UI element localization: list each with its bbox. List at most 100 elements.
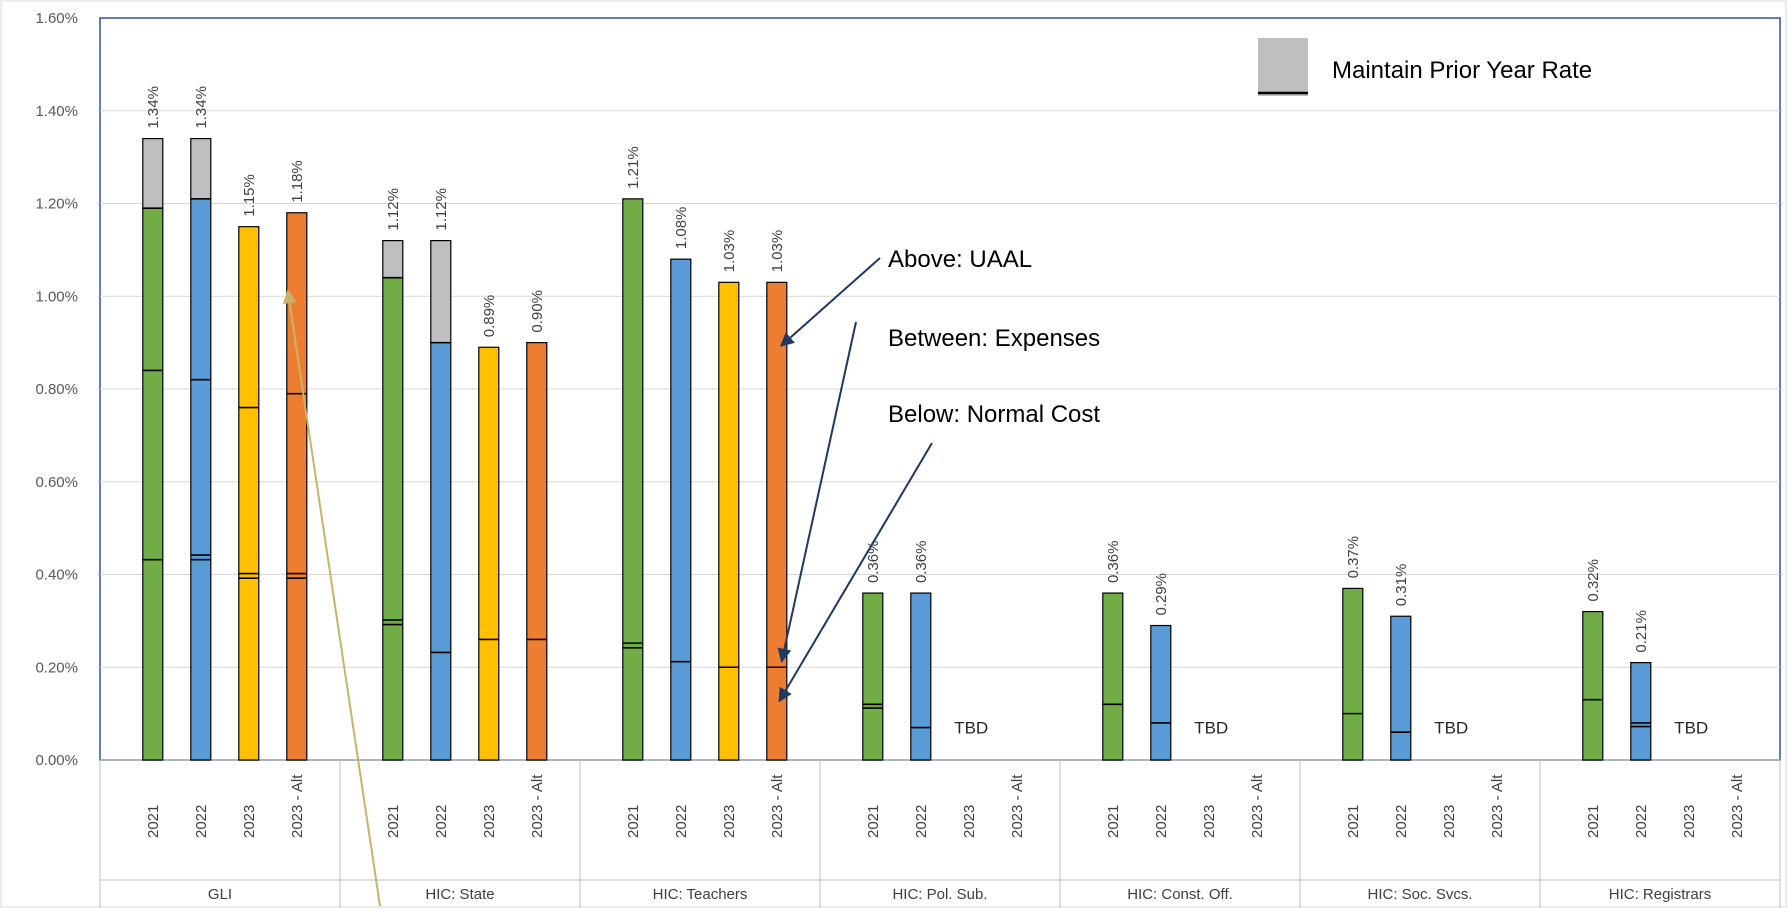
data-label: 0.90% bbox=[529, 290, 546, 333]
data-label: 0.29% bbox=[1153, 573, 1170, 616]
x-tick-label: 2023 - Alt bbox=[1009, 774, 1026, 838]
bar-segment-maintain bbox=[383, 241, 403, 278]
arrow-uaal bbox=[782, 258, 880, 345]
x-tick-label: 2023 - Alt bbox=[1729, 774, 1746, 838]
x-tick-label: 2023 bbox=[1201, 805, 1218, 838]
x-tick-label: 2023 - Alt bbox=[1249, 774, 1266, 838]
x-tick-label: 2021 bbox=[1585, 805, 1602, 838]
data-label: 1.03% bbox=[721, 230, 738, 273]
y-tick-label: 1.60% bbox=[35, 10, 78, 27]
x-tick-label: 2023 - Alt bbox=[529, 774, 546, 838]
legend-label: Maintain Prior Year Rate bbox=[1332, 57, 1592, 84]
group-label: HIC: Registrars bbox=[1609, 886, 1712, 903]
tbd-label: TBD bbox=[1434, 719, 1468, 738]
data-label: 1.12% bbox=[433, 188, 450, 231]
x-tick-label: 2022 bbox=[193, 805, 210, 838]
data-label: 0.89% bbox=[481, 295, 498, 338]
x-tick-label: 2021 bbox=[385, 805, 402, 838]
x-tick-label: 2023 - Alt bbox=[1489, 774, 1506, 838]
bar-segment bbox=[1631, 663, 1651, 760]
bar-segment-maintain bbox=[143, 139, 163, 209]
data-label: 1.03% bbox=[769, 230, 786, 273]
y-tick-label: 1.00% bbox=[35, 288, 78, 305]
x-tick-label: 2022 bbox=[913, 805, 930, 838]
bar-segment bbox=[911, 593, 931, 760]
y-tick-label: 0.40% bbox=[35, 567, 78, 584]
group-label: HIC: Const. Off. bbox=[1127, 886, 1233, 903]
x-tick-label: 2022 bbox=[1633, 805, 1650, 838]
group-label: HIC: Soc. Svcs. bbox=[1367, 886, 1472, 903]
x-tick-label: 2021 bbox=[145, 805, 162, 838]
x-tick-label: 2023 bbox=[721, 805, 738, 838]
legend-swatch bbox=[1258, 38, 1308, 96]
x-tick-label: 2023 - Alt bbox=[769, 774, 786, 838]
data-label: 1.34% bbox=[145, 86, 162, 129]
bar-segment bbox=[383, 278, 403, 760]
x-tick-label: 2023 bbox=[1441, 805, 1458, 838]
arrow-expenses bbox=[782, 322, 856, 660]
tbd-label: TBD bbox=[954, 719, 988, 738]
annotation-expenses: Between: Expenses bbox=[888, 325, 1100, 352]
bar-segment bbox=[623, 199, 643, 760]
tbd-label: TBD bbox=[1674, 719, 1708, 738]
x-tick-label: 2023 bbox=[481, 805, 498, 838]
x-tick-label: 2022 bbox=[673, 805, 690, 838]
y-tick-label: 0.60% bbox=[35, 474, 78, 491]
bar-segment bbox=[191, 199, 211, 760]
bar-segment bbox=[527, 343, 547, 760]
data-label: 1.21% bbox=[625, 146, 642, 189]
bar-segment bbox=[479, 347, 499, 760]
bar-segment bbox=[1583, 612, 1603, 760]
bar-segment-maintain bbox=[191, 139, 211, 199]
data-label: 1.34% bbox=[193, 86, 210, 129]
x-tick-label: 2023 bbox=[1681, 805, 1698, 838]
data-label: 1.12% bbox=[385, 188, 402, 231]
annotation-normal-cost: Below: Normal Cost bbox=[888, 401, 1100, 428]
data-label: 0.37% bbox=[1345, 536, 1362, 579]
bar-segment bbox=[239, 227, 259, 760]
data-label: 0.36% bbox=[913, 541, 930, 584]
data-label: 1.08% bbox=[673, 207, 690, 250]
x-tick-label: 2022 bbox=[433, 805, 450, 838]
data-label: 0.31% bbox=[1393, 564, 1410, 607]
bar-segment bbox=[671, 259, 691, 760]
bar-segment bbox=[143, 208, 163, 760]
data-label: 1.15% bbox=[241, 174, 258, 217]
data-label: 0.36% bbox=[1105, 541, 1122, 584]
bar-segment bbox=[287, 213, 307, 760]
data-label: 1.18% bbox=[289, 160, 306, 203]
bar-segment bbox=[431, 343, 451, 760]
y-tick-label: 0.20% bbox=[35, 659, 78, 676]
bar-segment bbox=[1343, 588, 1363, 760]
y-tick-label: 0.80% bbox=[35, 381, 78, 398]
y-tick-label: 1.20% bbox=[35, 196, 78, 213]
x-tick-label: 2023 bbox=[241, 805, 258, 838]
x-tick-label: 2021 bbox=[625, 805, 642, 838]
data-label: 0.21% bbox=[1633, 610, 1650, 653]
y-tick-label: 1.40% bbox=[35, 103, 78, 120]
x-tick-label: 2023 - Alt bbox=[289, 774, 306, 838]
x-tick-label: 2023 bbox=[961, 805, 978, 838]
bar-segment-maintain bbox=[431, 241, 451, 343]
bar-segment bbox=[1103, 593, 1123, 760]
bar-segment bbox=[863, 593, 883, 760]
annotation-uaal: Above: UAAL bbox=[888, 246, 1032, 273]
tbd-label: TBD bbox=[1194, 719, 1228, 738]
bar-segment bbox=[719, 282, 739, 760]
group-label: HIC: State bbox=[425, 886, 494, 903]
x-tick-label: 2021 bbox=[1345, 805, 1362, 838]
x-tick-label: 2021 bbox=[1105, 805, 1122, 838]
data-label: 0.36% bbox=[865, 541, 882, 584]
data-label: 0.32% bbox=[1585, 559, 1602, 602]
group-label: HIC: Pol. Sub. bbox=[892, 886, 987, 903]
bar-segment bbox=[767, 282, 787, 760]
x-tick-label: 2021 bbox=[865, 805, 882, 838]
bar-segment bbox=[1151, 626, 1171, 760]
x-tick-label: 2022 bbox=[1153, 805, 1170, 838]
group-label: GLI bbox=[208, 886, 232, 903]
bar-segment bbox=[1391, 616, 1411, 760]
y-tick-label: 0.00% bbox=[35, 752, 78, 769]
